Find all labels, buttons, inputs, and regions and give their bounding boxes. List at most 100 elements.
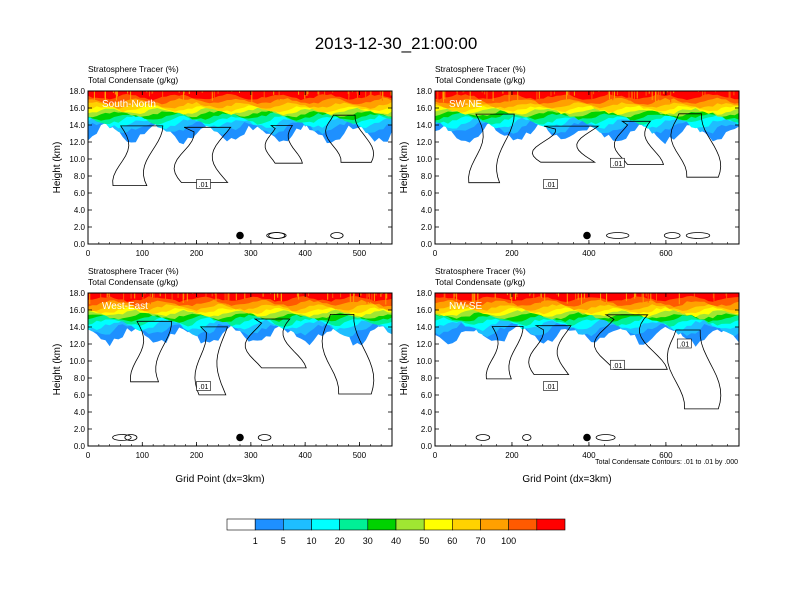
colorbar-label: 5 [281,536,286,546]
panel-header-tracer: Stratosphere Tracer (%) [435,266,526,276]
y-tick-label: 2.0 [421,223,433,232]
contour-label-box [610,359,625,370]
y-tick-label: 2.0 [74,223,86,232]
y-tick-label: 6.0 [421,391,433,400]
y-tick-label: 2.0 [74,425,86,434]
y-tick-label: 12.0 [416,340,432,349]
contour-footnote: Total Condensate Contours: .01 to .01 by… [595,459,738,466]
colorbar-label: 20 [335,536,345,546]
x-tick-label: 600 [659,451,673,460]
x-tick-label: 600 [659,249,673,258]
contour-label: .01 [679,342,689,349]
panel-header-condensate: Total Condensate (g/kg) [88,75,178,85]
condensate-contour [325,114,375,163]
colorbar-swatch [311,518,341,531]
x-tick-label: 100 [136,249,150,258]
panel-header-condensate: Total Condensate (g/kg) [88,277,178,287]
condensate-contour [531,125,600,163]
condensate-contour [112,125,164,186]
contour-label: .01 [613,363,623,370]
y-tick-label: 2.0 [421,425,433,434]
x-axis-label: Grid Point (dx=3km) [522,474,611,485]
y-tick-label: 4.0 [74,408,86,417]
condensate-contour [685,232,711,239]
y-axis-label: Height (km) [399,344,410,396]
contour-label-box [543,179,558,189]
condensate-contour [468,113,515,184]
condensate-contour [194,326,229,396]
contour-label-box [543,381,558,391]
location-marker [583,433,591,442]
y-tick-label: 16.0 [69,104,85,113]
y-axis-label: Height (km) [52,142,63,194]
x-tick-label: 200 [190,451,204,460]
condensate-contour [257,434,272,441]
y-axis-label: Height (km) [399,142,410,194]
figure-title: 2013-12-30_21:00:00 [315,34,478,53]
colorbar-swatch [395,518,425,531]
condensate-contour [485,326,524,380]
contour-label-box [196,179,211,189]
y-tick-label: 10.0 [416,357,432,366]
contour-label: .01 [546,384,556,391]
colorbar-swatch [480,518,510,531]
colorbar-swatch [282,518,312,531]
colorbar-label: 100 [501,536,516,546]
x-tick-label: 400 [298,451,312,460]
cross-section-label: South-North [102,99,156,110]
y-tick-label: 0.0 [74,240,86,249]
colorbar-swatch [508,518,538,531]
x-tick-label: 200 [505,249,519,258]
y-tick-label: 18.0 [416,87,432,96]
plot-frame [434,90,740,245]
y-tick-label: 10.0 [416,155,432,164]
condensate-contour [614,120,665,165]
x-tick-label: 200 [505,451,519,460]
colorbar-label: 10 [306,536,316,546]
y-tick-label: 4.0 [421,206,433,215]
y-tick-label: 8.0 [74,374,86,383]
condensate-contour [330,232,344,239]
y-tick-label: 4.0 [421,408,433,417]
cross-section-label: NW-SE [449,301,482,312]
condensate-contour [522,434,532,441]
cross-section-label: West-East [102,301,148,312]
tracer-level-11 [88,91,392,101]
panel-west-east: .01 0.0 2.0 4.0 6.0 8.0 10.0 12.0 14.0 16.0 18.0 0 1… [52,266,393,485]
y-tick-label: 12.0 [69,340,85,349]
y-tick-label: 6.0 [421,189,433,198]
y-tick-label: 16.0 [416,306,432,315]
y-tick-label: 8.0 [421,172,433,181]
y-tick-label: 0.0 [74,442,86,451]
contour-label: .01 [199,182,209,189]
condensate-contour [594,314,668,370]
x-tick-label: 400 [582,451,596,460]
colorbar-label: 50 [419,536,429,546]
colorbar-label: 70 [475,536,485,546]
y-tick-label: 12.0 [69,138,85,147]
y-tick-label: 14.0 [416,121,432,130]
y-tick-label: 16.0 [416,104,432,113]
x-axis-label: Grid Point (dx=3km) [175,474,264,485]
x-tick-label: 400 [298,249,312,258]
cross-section-label: SW-NE [449,99,482,110]
panel-south-north: .01 0.0 2.0 4.0 6.0 8.0 10.0 12.0 14.0 16.0 18.0 0 1… [52,64,393,258]
contour-label: .01 [546,182,556,189]
condensate-contour [112,434,132,441]
colorbar-label: 40 [391,536,401,546]
colorbar: 1 5 10 20 30 40 50 60 70 100 [226,518,566,546]
y-tick-label: 6.0 [74,391,86,400]
colorbar-label: 60 [447,536,457,546]
colorbar-swatch [254,518,284,531]
x-tick-label: 0 [433,249,438,258]
colorbar-label: 1 [253,536,258,546]
x-tick-label: 500 [353,249,367,258]
condensate-contour [528,325,572,375]
x-tick-label: 300 [244,451,258,460]
location-marker [236,433,244,442]
tracer-field [88,91,392,239]
x-tick-label: 0 [86,451,91,460]
colorbar-label: 30 [363,536,373,546]
contour-label: .01 [613,161,623,168]
